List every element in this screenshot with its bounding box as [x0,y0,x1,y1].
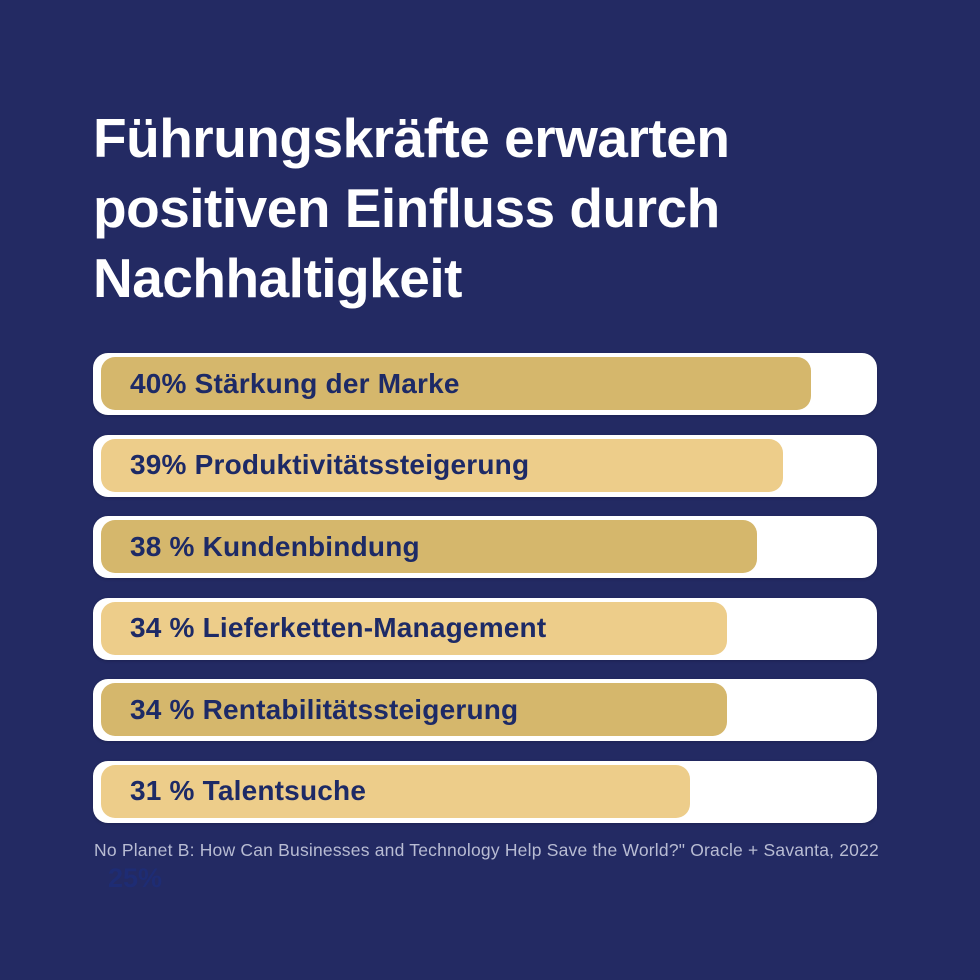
bar-track: 34 % Rentabilitätssteigerung [93,679,877,741]
chart-title-line-1: Führungskräfte erwarten [93,107,730,169]
chart-title: Führungskräfte erwarten positiven Einflu… [93,103,730,313]
bar-track: 34 % Lieferketten-Management [93,597,877,660]
ghost-percentage-watermark: 25% [108,863,163,893]
bar-fill: 31 % Talentsuche [101,764,690,818]
bar-fill: 40% Stärkung der Marke [101,357,812,410]
bar-label: 39% Produktivitätssteigerung [130,449,530,480]
bar-label: 38 % Kundenbindung [130,530,420,562]
bar-chart: 40% Stärkung der Marke 39% Produktivität… [93,353,877,842]
source-citation: No Planet B: How Can Businesses and Tech… [94,840,879,860]
bar-fill: 39% Produktivitätssteigerung [101,438,784,492]
bar-label: 40% Stärkung der Marke [130,367,460,399]
bar-track: 38 % Kundenbindung [93,516,877,578]
bar-label: 34 % Lieferketten-Management [130,612,547,643]
bar-label: 31 % Talentsuche [130,775,367,806]
bar-track: 31 % Talentsuche [93,760,877,823]
bar-label: 34 % Rentabilitätssteigerung [130,693,519,725]
bar-fill: 38 % Kundenbindung [101,520,758,573]
bar-fill: 34 % Lieferketten-Management [101,601,727,655]
bar-track: 39% Produktivitätssteigerung [93,434,877,497]
chart-title-line-2: positiven Einfluss durch [93,177,720,239]
chart-title-line-3: Nachhaltigkeit [93,247,462,309]
bar-fill: 34 % Rentabilitätssteigerung [101,683,727,736]
bar-track: 40% Stärkung der Marke [93,353,877,415]
